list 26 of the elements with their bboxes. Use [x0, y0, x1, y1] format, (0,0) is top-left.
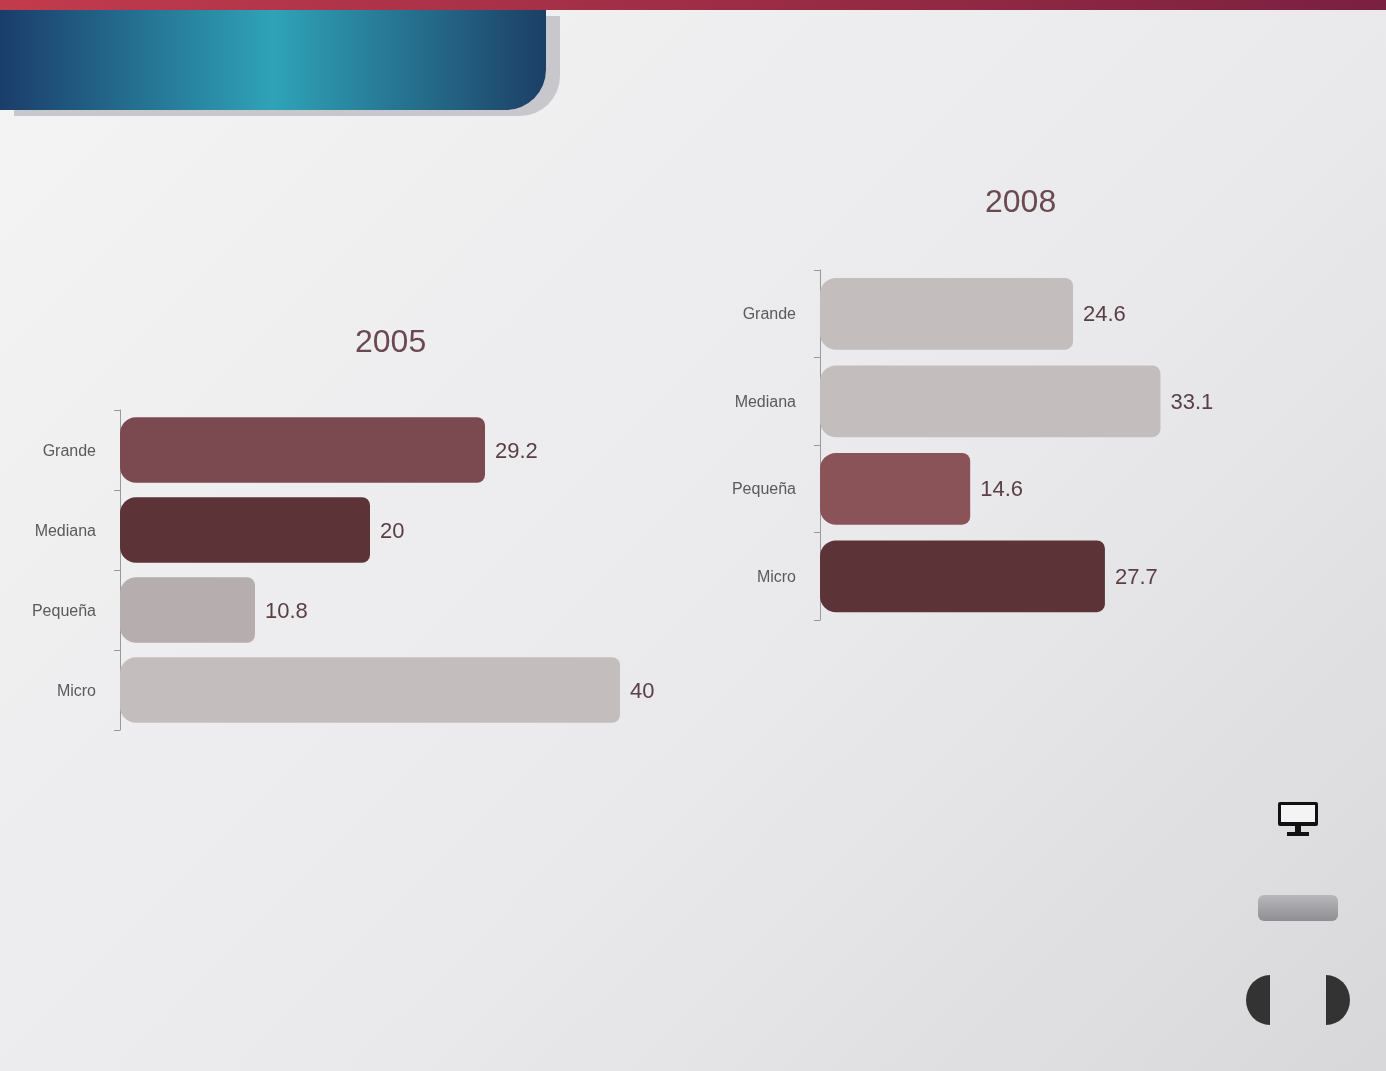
data-label: 14.6 [980, 476, 1023, 502]
data-label: 33.1 [1170, 388, 1214, 414]
bar [820, 277, 1074, 350]
bar [120, 657, 620, 723]
y-tick-label: Mediana [34, 521, 97, 539]
y-tick-label: Pequeña [31, 601, 97, 619]
data-label: 24.6 [1083, 301, 1126, 327]
y-tick-label: Grande [42, 441, 97, 459]
y-tick-label: Micro [756, 567, 797, 585]
bar [820, 365, 1161, 438]
bar [120, 577, 255, 643]
chart-title: 2008 [985, 183, 1057, 219]
bar [120, 497, 370, 563]
data-label: 40 [630, 677, 655, 703]
bar [820, 540, 1105, 613]
y-tick-label: Mediana [734, 392, 797, 410]
data-label: 29.2 [495, 437, 538, 463]
bar [820, 452, 971, 525]
y-tick-label: Micro [56, 681, 97, 699]
data-label: 20 [380, 517, 405, 543]
y-tick-label: Pequeña [731, 480, 797, 498]
bar [120, 417, 485, 483]
chart-title: 2005 [355, 323, 427, 359]
data-label: 27.7 [1114, 563, 1158, 589]
y-tick-label: Grande [742, 305, 797, 323]
data-label: 10.8 [265, 597, 308, 623]
